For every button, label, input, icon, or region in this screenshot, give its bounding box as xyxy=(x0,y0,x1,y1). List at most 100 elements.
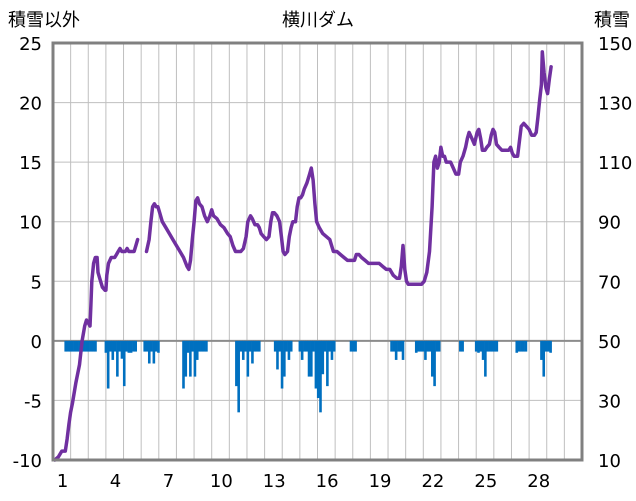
x-tick-label: 16 xyxy=(316,471,339,492)
bar xyxy=(200,340,204,352)
bar xyxy=(426,340,430,352)
bar xyxy=(481,340,485,360)
bar xyxy=(283,340,286,377)
x-tick-label: 22 xyxy=(421,471,444,492)
bar xyxy=(125,340,128,352)
bar xyxy=(251,340,254,364)
bar xyxy=(191,340,194,352)
bar xyxy=(285,340,288,352)
bar xyxy=(354,340,357,352)
bar xyxy=(547,340,550,352)
bar xyxy=(484,340,487,377)
bar xyxy=(326,340,329,387)
left-tick-label: 25 xyxy=(19,34,42,55)
snow-line xyxy=(53,237,140,462)
bar xyxy=(328,340,331,352)
bar xyxy=(120,340,124,359)
bar xyxy=(75,340,79,352)
bar xyxy=(258,340,261,352)
x-tick-label: 28 xyxy=(527,471,550,492)
x-tick-label: 1 xyxy=(57,471,68,492)
bar xyxy=(280,340,284,389)
bar xyxy=(298,340,302,352)
bar xyxy=(490,340,494,352)
bar xyxy=(319,340,322,413)
bar xyxy=(540,340,543,360)
bar xyxy=(89,340,93,352)
left-tick-label: -10 xyxy=(13,451,42,472)
bar xyxy=(73,340,77,352)
bar xyxy=(186,340,190,353)
bar xyxy=(421,340,425,352)
bar xyxy=(401,340,405,360)
bar xyxy=(143,340,146,352)
bar xyxy=(549,340,552,353)
bar xyxy=(253,340,257,352)
right-tick-label: 90 xyxy=(598,213,621,234)
right-tick-label: 110 xyxy=(598,153,632,174)
bar xyxy=(474,340,478,352)
bar xyxy=(542,340,546,377)
right-tick-label: 10 xyxy=(598,451,621,472)
bar xyxy=(116,340,119,377)
bar xyxy=(273,340,277,352)
bar xyxy=(289,340,293,352)
bar xyxy=(68,340,72,352)
bar xyxy=(85,340,88,352)
right-axis-label: 積雪 xyxy=(594,10,630,31)
bar xyxy=(349,340,353,352)
x-tick-label: 19 xyxy=(369,471,392,492)
bar xyxy=(522,340,525,352)
bar xyxy=(430,340,434,377)
bar xyxy=(71,340,74,352)
bar xyxy=(195,340,199,360)
bar xyxy=(157,340,160,353)
bar-series xyxy=(64,340,552,413)
bar xyxy=(419,340,423,352)
bar xyxy=(307,340,311,377)
right-tick-label: 50 xyxy=(598,332,621,353)
bar xyxy=(287,340,291,360)
line-series xyxy=(53,50,553,462)
bar xyxy=(459,340,462,352)
bar xyxy=(152,340,156,364)
x-tick-label: 7 xyxy=(163,471,174,492)
bar xyxy=(205,340,208,352)
bar xyxy=(520,340,523,352)
bar xyxy=(127,340,131,353)
plot-frame xyxy=(51,41,584,462)
bar xyxy=(132,340,135,352)
bar xyxy=(82,340,86,352)
bar xyxy=(109,340,112,352)
bar xyxy=(414,340,418,353)
bar xyxy=(488,340,492,352)
bar xyxy=(64,340,67,352)
chart-title: 横川ダム xyxy=(282,10,354,31)
bar xyxy=(303,340,306,352)
bar xyxy=(189,340,192,377)
bar xyxy=(428,340,432,352)
bar xyxy=(255,340,259,352)
bar xyxy=(433,340,436,387)
bar xyxy=(113,340,117,352)
bar xyxy=(106,340,110,389)
x-tick-label: 25 xyxy=(474,471,497,492)
bar xyxy=(78,340,81,352)
bar xyxy=(515,340,519,353)
x-tick-label: 10 xyxy=(210,471,233,492)
bar xyxy=(435,340,439,352)
bar xyxy=(87,340,90,352)
bar xyxy=(314,340,318,389)
left-tick-label: 10 xyxy=(19,213,42,234)
bar xyxy=(461,340,464,352)
bar xyxy=(390,340,393,352)
bar xyxy=(202,340,206,352)
right-tick-label: 30 xyxy=(598,391,621,412)
bar xyxy=(129,340,133,353)
left-tick-label: -5 xyxy=(24,391,42,412)
bar xyxy=(330,340,334,360)
bar xyxy=(244,340,247,352)
right-tick-label: 70 xyxy=(598,272,621,293)
bar xyxy=(394,340,398,360)
